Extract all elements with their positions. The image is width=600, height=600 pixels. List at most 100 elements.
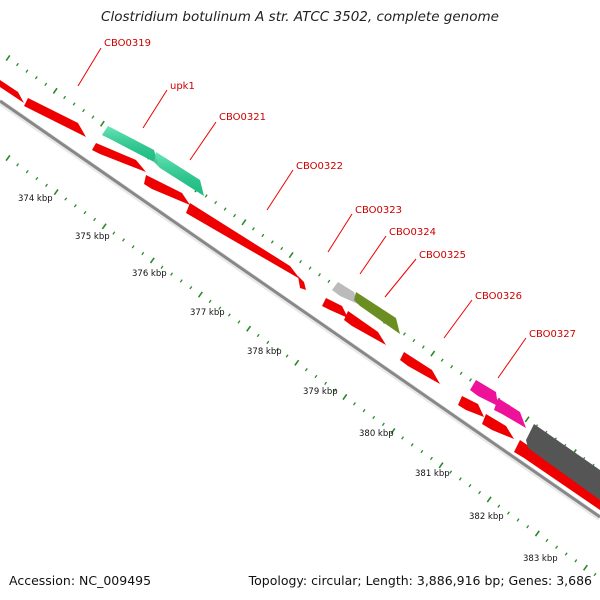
tick-mark (25, 69, 29, 73)
tick-mark (52, 87, 58, 94)
cds-feature[interactable] (322, 298, 348, 318)
tick-mark (189, 286, 193, 290)
cds-feature[interactable] (144, 175, 190, 205)
scale-tick-track (5, 154, 597, 577)
accession-text: Accession: NC_009495 (9, 573, 152, 588)
tick-mark (44, 82, 48, 86)
tick-mark (214, 200, 218, 205)
tick-mark (430, 350, 436, 357)
topology-text: Topology: circular; Length: 3,886,916 bp… (248, 573, 592, 588)
cds-feature[interactable] (400, 352, 440, 384)
tick-mark (468, 484, 472, 488)
tick-mark (421, 345, 425, 349)
scale-label: 380 kbp (359, 429, 394, 439)
tick-mark (555, 545, 559, 549)
tick-mark (261, 233, 265, 238)
pink-feature[interactable] (494, 398, 526, 428)
tick-mark (241, 219, 247, 226)
cds-feature[interactable] (298, 276, 306, 290)
tick-mark (593, 572, 597, 577)
tick-mark (197, 291, 203, 298)
tick-mark (459, 371, 463, 375)
tick-mark (91, 115, 95, 119)
gene-label: CBO0319 (104, 38, 151, 49)
tick-mark (449, 470, 453, 474)
gray-feature[interactable] (332, 282, 358, 304)
tick-mark (545, 538, 549, 543)
tick-mark (372, 415, 376, 420)
tick-mark (64, 197, 68, 201)
tick-mark (179, 279, 183, 283)
tick-mark (141, 251, 145, 256)
cds-feature[interactable] (24, 98, 86, 137)
scale-label: 374 kbp (18, 194, 53, 204)
cds-feature[interactable] (344, 311, 386, 345)
tick-mark (34, 76, 38, 80)
tick-mark (308, 266, 312, 270)
tick-mark (101, 223, 107, 230)
tick-mark (412, 338, 416, 343)
tick-mark (390, 428, 396, 435)
cds-feature[interactable] (458, 396, 484, 417)
tick-mark (112, 231, 116, 235)
gene-label: CBO0324 (389, 227, 436, 238)
pink-feature[interactable] (470, 380, 498, 406)
scale-label: 377 kbp (190, 308, 225, 318)
tick-mark (218, 306, 222, 310)
tick-mark (15, 62, 19, 67)
scale-label: 381 kbp (415, 469, 450, 479)
tick-mark (450, 365, 454, 369)
tick-mark (333, 388, 337, 392)
cds-feature[interactable] (482, 414, 514, 439)
tick-mark (497, 504, 501, 508)
cds-feature[interactable] (92, 143, 146, 172)
olive-feature[interactable] (354, 292, 400, 334)
gene-label: CBO0322 (296, 161, 343, 172)
tick-mark (237, 320, 241, 324)
scale-labels: 374 kbp 375 kbp 376 kbp 377 kbp 378 kbp … (18, 194, 558, 564)
tick-mark (25, 170, 29, 174)
gene-label: CBO0321 (219, 112, 266, 123)
tick-mark (227, 313, 231, 317)
tick-mark (429, 456, 433, 461)
tick-mark (288, 251, 294, 259)
tick-mark (304, 368, 308, 372)
tick-mark (564, 552, 568, 556)
tick-mark (327, 279, 331, 284)
tick-mark (63, 95, 67, 100)
tick-mark (381, 422, 385, 426)
tick-mark (82, 108, 85, 113)
cds-feature[interactable] (0, 80, 24, 103)
scale-label: 383 kbp (523, 554, 558, 564)
tick-mark (73, 204, 77, 208)
tick-mark (246, 325, 252, 332)
cds-feature[interactable] (186, 203, 300, 279)
tick-mark (208, 299, 212, 304)
scale-label: 379 kbp (303, 387, 338, 397)
tick-mark (251, 227, 255, 231)
gene-features (0, 80, 600, 510)
tick-mark (294, 359, 300, 366)
tick-mark (478, 490, 482, 495)
gene-labels: CBO0319 upk1 CBO0321 CBO0322 CBO0323 CBO… (104, 38, 576, 340)
tick-mark (440, 358, 444, 362)
tick-mark (5, 54, 11, 62)
cds-feature[interactable] (514, 440, 600, 510)
tick-mark (223, 207, 227, 211)
tick-mark (5, 154, 11, 162)
tick-mark (270, 240, 274, 244)
dark-feature[interactable] (526, 424, 600, 500)
tick-mark (318, 273, 321, 277)
tick-mark (99, 120, 105, 127)
scale-label: 382 kbp (469, 512, 504, 522)
tick-mark (122, 238, 125, 242)
tick-mark (149, 257, 155, 264)
tick-mark (299, 259, 303, 264)
scale-label: 378 kbp (247, 347, 282, 357)
tick-mark (280, 246, 284, 251)
gene-label: CBO0323 (355, 205, 402, 216)
tick-mark (83, 210, 87, 215)
genome-backbone (0, 99, 600, 521)
tick-mark (275, 347, 279, 351)
